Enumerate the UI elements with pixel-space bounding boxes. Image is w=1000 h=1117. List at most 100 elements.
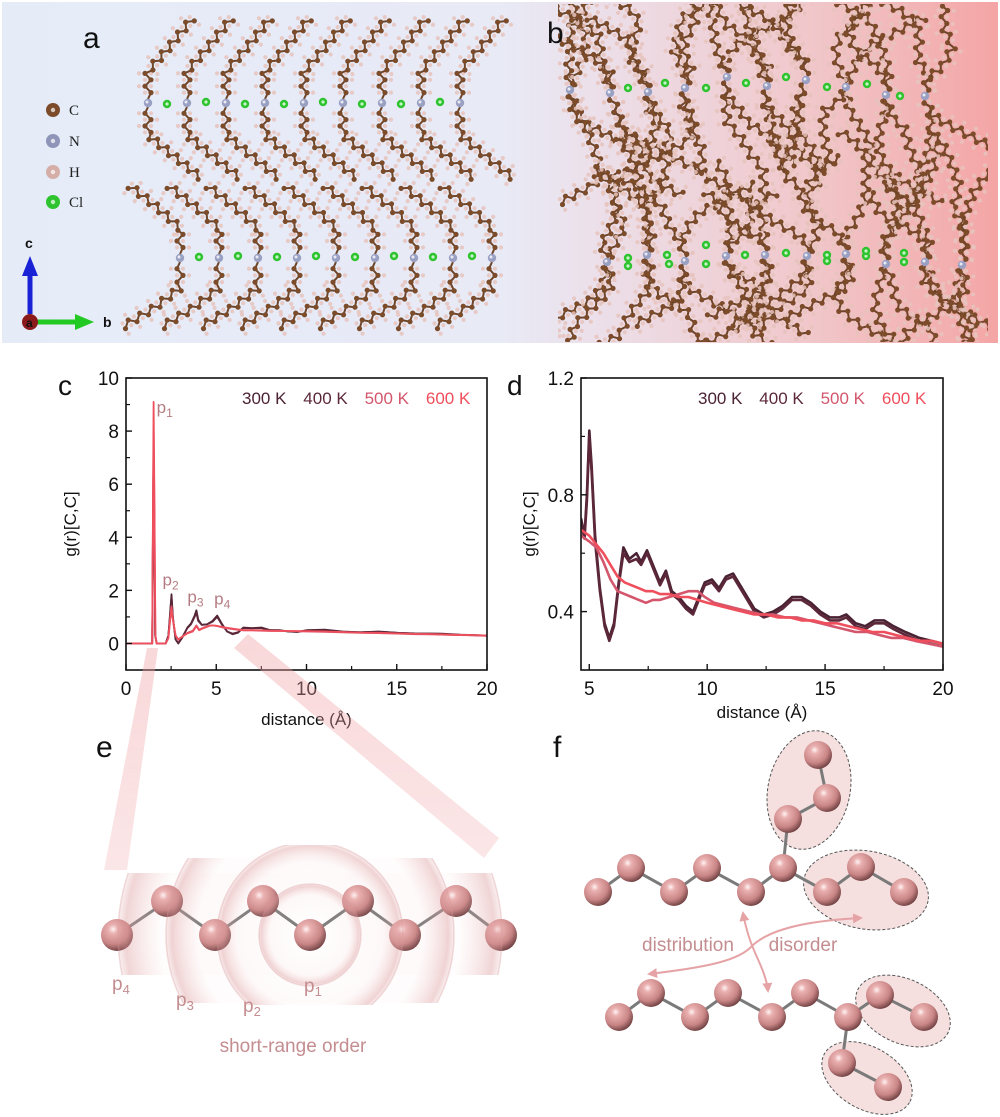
hydrogen-atom <box>221 307 226 312</box>
hydrogen-atom <box>730 212 735 218</box>
carbon-atom <box>565 94 571 100</box>
hydrogen-atom <box>454 130 460 135</box>
hydrogen-atom <box>376 77 382 82</box>
carbon-atom <box>386 18 392 24</box>
carbon-atom <box>596 172 602 178</box>
hydrogen-atom <box>666 189 671 194</box>
hydrogen-atom <box>926 40 931 46</box>
hydrogen-atom <box>897 19 903 24</box>
hydrogen-atom <box>408 245 414 250</box>
hydrogen-atom <box>876 7 881 12</box>
hydrogen-atom <box>670 156 675 161</box>
hydrogen-atom <box>414 33 419 38</box>
hydrogen-atom <box>152 214 157 220</box>
carbon-atom <box>610 271 616 277</box>
hydrogen-atom <box>605 135 610 141</box>
hydrogen-atom <box>692 98 697 103</box>
hydrogen-atom <box>484 166 489 171</box>
hydrogen-atom <box>319 62 325 67</box>
hydrogen-atom <box>635 217 640 222</box>
hydrogen-atom <box>724 0 728 2</box>
hydrogen-atom <box>985 132 988 137</box>
hydrogen-atom <box>773 97 778 102</box>
hydrogen-atom <box>349 130 355 135</box>
carbon-atom <box>368 319 374 325</box>
carbon-atom <box>460 303 466 309</box>
hydrogen-atom <box>580 64 586 69</box>
hydrogen-atom <box>740 280 745 286</box>
carbon-atom <box>829 105 835 111</box>
hydrogen-atom <box>454 165 459 170</box>
hydrogen-atom <box>616 313 621 318</box>
carbon-atom <box>297 272 303 278</box>
carbon-atom <box>721 80 727 86</box>
alkyl-chain <box>253 15 319 100</box>
carbon-bonds <box>910 95 935 192</box>
hydrogen-atom <box>727 109 732 114</box>
nitrogen-highlight <box>216 255 220 259</box>
carbon-atom <box>571 334 577 340</box>
carbon-atom <box>653 202 659 208</box>
carbon-atom <box>142 110 148 116</box>
hydrogen-atom <box>634 204 640 209</box>
hydrogen-atom <box>774 126 779 131</box>
hydrogen-atom <box>229 141 234 146</box>
carbon-atom <box>611 109 617 115</box>
carbon-atom <box>490 288 496 294</box>
hydrogen-atom <box>559 28 565 33</box>
carbon-atom <box>609 254 616 260</box>
carbon-atom <box>384 67 390 73</box>
hydrogen-atom <box>219 33 224 38</box>
hydrogen-atom <box>829 123 834 129</box>
hydrogen-atom <box>646 304 652 310</box>
carbon-atom <box>769 263 775 270</box>
hydrogen-atom <box>207 323 212 328</box>
hydrogen-atom <box>781 41 786 46</box>
hydrogen-atom <box>244 283 249 288</box>
carbon-atom <box>330 29 337 35</box>
hydrogen-atom <box>689 334 694 339</box>
alkyl-chain <box>838 11 898 96</box>
hydrogen-atom <box>800 326 805 331</box>
hydrogen-atom <box>558 310 562 315</box>
hydrogen-atom <box>395 191 400 196</box>
hydrogen-atom <box>591 122 596 127</box>
hydrogen-atom <box>755 89 760 94</box>
carbon-atom <box>668 49 675 55</box>
hydrogen-atom <box>765 205 770 210</box>
carbon-atom <box>262 160 268 166</box>
hydrogen-atom <box>754 279 759 284</box>
hydrogen-atom <box>186 245 192 250</box>
hydrogen-atom <box>317 191 322 196</box>
carbon-atom <box>855 47 861 53</box>
hydrogen-atom <box>580 311 585 316</box>
hydrogen-atom <box>271 45 276 50</box>
hydrogen-atom <box>848 4 853 8</box>
carbon-atom <box>792 143 798 149</box>
hydrogen-atom <box>619 45 624 50</box>
hydrogen-atom <box>682 277 688 283</box>
hydrogen-atom <box>691 43 696 48</box>
hydrogen-atom <box>838 32 843 38</box>
hydrogen-atom <box>201 223 206 228</box>
alkyl-chain <box>674 87 713 177</box>
hydrogen-atom <box>481 206 486 211</box>
hydrogen-atom <box>796 7 801 12</box>
hydrogen-atom <box>744 130 749 136</box>
hydrogen-atom <box>278 149 283 154</box>
hydrogen-atom <box>793 158 798 163</box>
hydrogen-atom <box>209 314 214 319</box>
hydrogen-atom <box>164 292 169 297</box>
carbon-atom <box>725 220 731 226</box>
hydrogen-atom <box>368 292 373 297</box>
hydrogen-atom <box>755 66 760 71</box>
carbon-atom <box>946 57 952 63</box>
carbon-atom <box>298 110 304 116</box>
hydrogen-atom <box>865 66 870 71</box>
hydrogen-atom <box>408 232 414 237</box>
hydrogen-atom <box>880 149 885 154</box>
alkyl-chain <box>409 15 475 100</box>
hydrogen-atom <box>886 30 891 35</box>
carbon-atom <box>656 179 662 185</box>
hydrogen-atom <box>727 100 732 105</box>
